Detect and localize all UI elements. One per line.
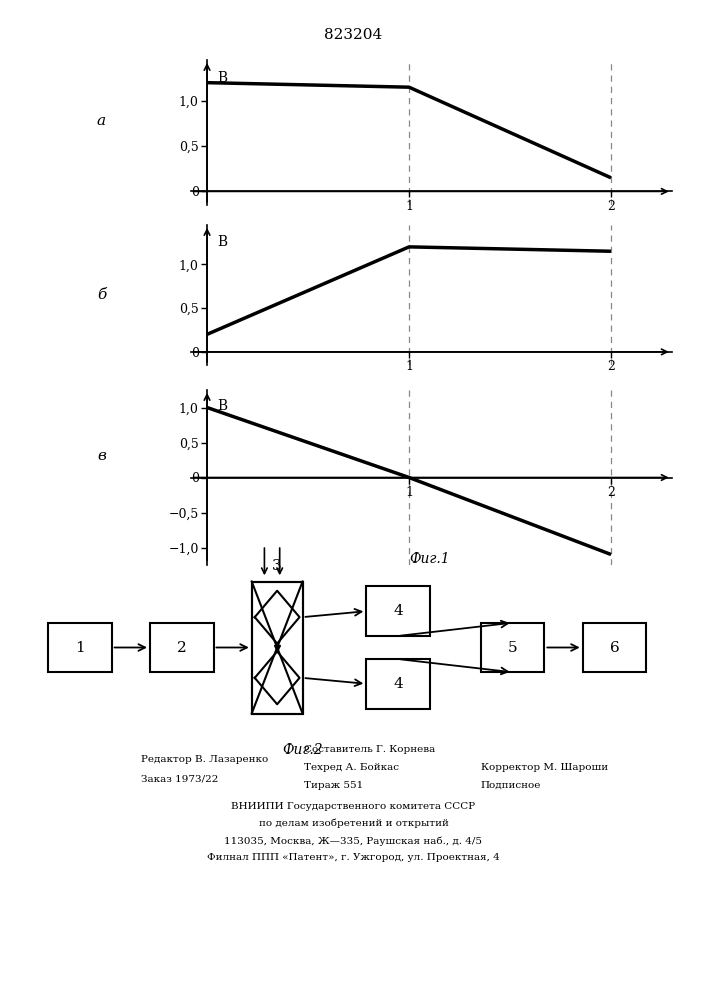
Text: В: В [217, 399, 227, 413]
Text: 2: 2 [177, 641, 187, 654]
Text: Составитель Г. Корнева: Составитель Г. Корнева [304, 745, 436, 754]
Text: 4: 4 [393, 677, 403, 691]
Text: Тираж 551: Тираж 551 [304, 781, 363, 790]
Text: Корректор М. Шароши: Корректор М. Шароши [481, 763, 608, 772]
Text: 4: 4 [393, 604, 403, 618]
Bar [150, 623, 214, 672]
Bar [366, 586, 430, 636]
Bar [48, 623, 112, 672]
Bar [252, 581, 303, 714]
Text: по делам изобретений и открытий: по делам изобретений и открытий [259, 819, 448, 828]
Text: в: в [97, 450, 106, 464]
Text: В: В [217, 71, 227, 85]
Text: б: б [97, 288, 106, 302]
Text: Техред А. Бойкас: Техред А. Бойкас [304, 763, 399, 772]
Bar [481, 623, 544, 672]
Text: 3: 3 [272, 559, 282, 573]
Text: Заказ 1973/22: Заказ 1973/22 [141, 775, 218, 784]
Text: Редактор В. Лазаренко: Редактор В. Лазаренко [141, 755, 269, 764]
Text: 113035, Москва, Ж—335, Раушская наб., д. 4/5: 113035, Москва, Ж—335, Раушская наб., д.… [225, 836, 482, 846]
Bar [366, 659, 430, 709]
Text: Фиг.2: Фиг.2 [282, 743, 323, 757]
Text: ВНИИПИ Государственного комитета СССР: ВНИИПИ Государственного комитета СССР [231, 802, 476, 811]
Text: В: В [217, 235, 227, 249]
Text: 823204: 823204 [325, 28, 382, 42]
Text: Филнал ППП «Патент», г. Ужгород, ул. Проектная, 4: Филнал ППП «Патент», г. Ужгород, ул. Про… [207, 853, 500, 862]
Text: а: а [97, 114, 106, 128]
Text: 1: 1 [75, 641, 85, 654]
Text: Подписное: Подписное [481, 781, 541, 790]
Bar [252, 581, 303, 714]
Bar [583, 623, 646, 672]
Text: 6: 6 [609, 641, 619, 654]
Text: 5: 5 [508, 641, 518, 654]
Text: Фиг.1: Фиг.1 [409, 552, 450, 566]
